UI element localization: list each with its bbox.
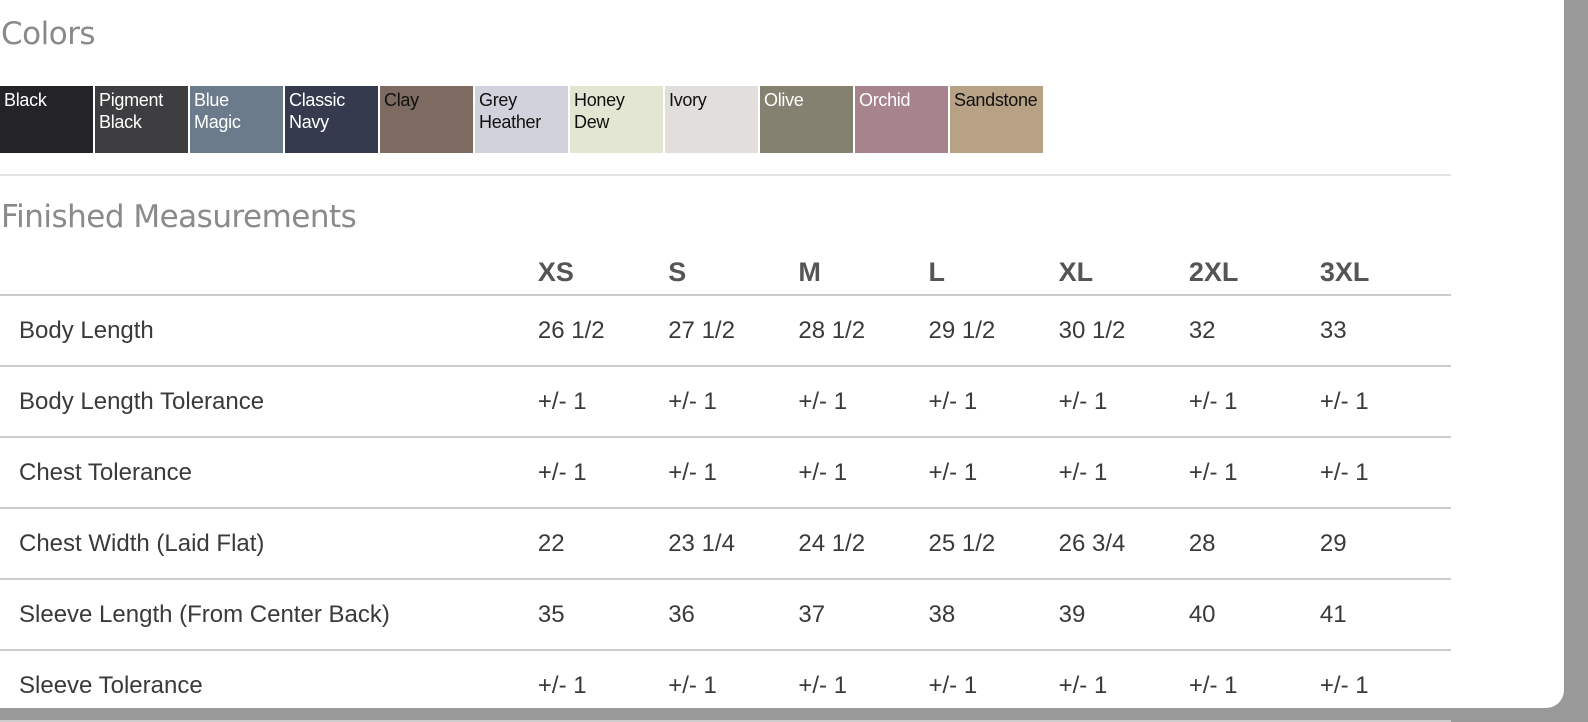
measurement-cell: 29 1/2	[928, 295, 1059, 367]
measurement-cell: 30 1/2	[1058, 295, 1189, 367]
measurement-cell: +/- 1	[668, 437, 799, 509]
size-header: S	[668, 250, 799, 296]
measurement-cell: 33	[1319, 295, 1451, 367]
measurement-cell: +/- 1	[537, 437, 669, 509]
size-header: M	[798, 250, 929, 296]
color-swatch[interactable]: Grey Heather	[475, 86, 568, 153]
colors-heading: Colors	[1, 16, 96, 52]
measurement-cell: +/- 1	[1058, 650, 1189, 722]
measurement-cell: 35	[537, 579, 669, 651]
measurement-cell: 38	[928, 579, 1059, 651]
row-label: Body Length	[0, 295, 538, 367]
color-swatches: Black Pigment Black Blue Magic Classic Navy…	[0, 86, 1045, 153]
row-label: Chest Width (Laid Flat)	[0, 508, 538, 580]
color-swatch[interactable]: Pigment Black	[95, 86, 188, 153]
measurement-cell: +/- 1	[537, 650, 669, 722]
color-swatch[interactable]: Clay	[380, 86, 473, 153]
measurement-cell: 26 3/4	[1058, 508, 1189, 580]
measurement-cell: +/- 1	[1319, 437, 1451, 509]
measurement-cell: +/- 1	[1188, 366, 1320, 438]
color-swatch[interactable]: Honey Dew	[570, 86, 663, 153]
measurement-cell: 28	[1188, 508, 1320, 580]
divider	[0, 174, 1451, 176]
color-swatch[interactable]: Sandstone	[950, 86, 1043, 153]
measurement-cell: 28 1/2	[798, 295, 929, 367]
measurement-cell: 39	[1058, 579, 1189, 651]
measurement-cell: +/- 1	[1058, 366, 1189, 438]
measurement-cell: +/- 1	[1058, 437, 1189, 509]
size-header: 3XL	[1319, 250, 1451, 296]
size-header: XS	[537, 250, 669, 296]
measurement-cell: +/- 1	[668, 650, 799, 722]
measurement-cell: 40	[1188, 579, 1320, 651]
measurement-cell: +/- 1	[798, 650, 929, 722]
measurement-cell: 25 1/2	[928, 508, 1059, 580]
measurement-cell: +/- 1	[928, 437, 1059, 509]
row-label: Body Length Tolerance	[0, 366, 538, 438]
measurements-heading: Finished Measurements	[1, 199, 357, 235]
measurement-cell: +/- 1	[1188, 650, 1320, 722]
table-row: Body Length Tolerance +/- 1 +/- 1 +/- 1 +/- …	[0, 366, 1451, 438]
color-swatch[interactable]: Orchid	[855, 86, 948, 153]
measurements-table: XS S M L XL 2XL 3XL Body Length 26 1/2 27 1/2 28 …	[0, 250, 1451, 722]
color-swatch[interactable]: Ivory	[665, 86, 758, 153]
table-row: Sleeve Tolerance +/- 1 +/- 1 +/- 1 +/- 1 +/- …	[0, 650, 1451, 722]
measurement-cell: 37	[798, 579, 929, 651]
measurement-cell: 26 1/2	[537, 295, 669, 367]
table-row: Body Length 26 1/2 27 1/2 28 1/2 29 1/2 30 1/…	[0, 295, 1451, 367]
row-label: Chest Tolerance	[0, 437, 538, 509]
color-swatch[interactable]: Olive	[760, 86, 853, 153]
measurement-cell: +/- 1	[1188, 437, 1320, 509]
row-label: Sleeve Tolerance	[0, 650, 538, 722]
measurement-cell: +/- 1	[537, 366, 669, 438]
size-header: XL	[1058, 250, 1189, 296]
measurement-cell: 36	[668, 579, 799, 651]
measurement-cell: 41	[1319, 579, 1451, 651]
table-row: Sleeve Length (From Center Back) 35 36 37 38…	[0, 579, 1451, 651]
measurement-cell: 27 1/2	[668, 295, 799, 367]
measurement-cell: +/- 1	[668, 366, 799, 438]
measurement-cell: +/- 1	[928, 650, 1059, 722]
color-swatch[interactable]: Black	[0, 86, 93, 153]
measurement-cell: 29	[1319, 508, 1451, 580]
measurement-cell: +/- 1	[1319, 366, 1451, 438]
measurement-cell: 22	[537, 508, 669, 580]
table-row: Chest Width (Laid Flat) 22 23 1/4 24 1/2 25 …	[0, 508, 1451, 580]
size-header: L	[928, 250, 1059, 296]
measurement-cell: +/- 1	[798, 366, 929, 438]
color-swatch[interactable]: Classic Navy	[285, 86, 378, 153]
measurement-cell: 24 1/2	[798, 508, 929, 580]
row-label: Sleeve Length (From Center Back)	[0, 579, 538, 651]
measurement-cell: +/- 1	[798, 437, 929, 509]
measurement-cell: 32	[1188, 295, 1320, 367]
size-header: 2XL	[1188, 250, 1320, 296]
measurement-cell: +/- 1	[928, 366, 1059, 438]
measurement-cell: +/- 1	[1319, 650, 1451, 722]
measurement-cell: 23 1/4	[668, 508, 799, 580]
color-swatch[interactable]: Blue Magic	[190, 86, 283, 153]
table-row: Chest Tolerance +/- 1 +/- 1 +/- 1 +/- 1 +/- 1…	[0, 437, 1451, 509]
